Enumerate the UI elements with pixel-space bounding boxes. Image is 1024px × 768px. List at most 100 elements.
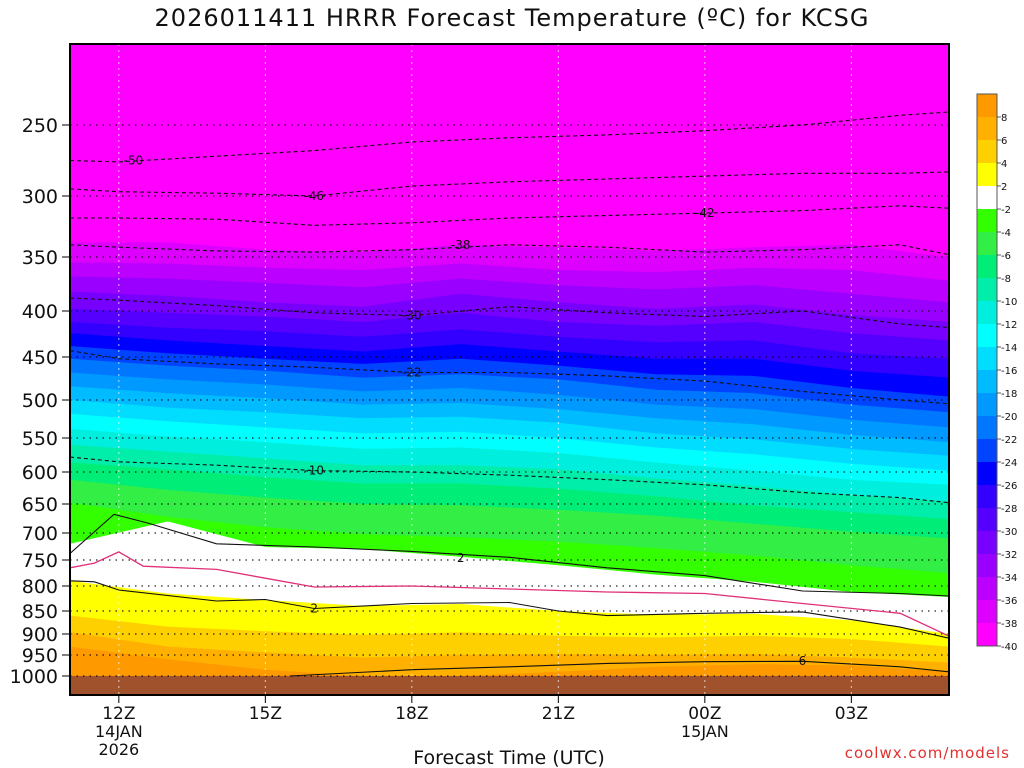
y-tick-label: 250 — [22, 115, 58, 137]
colorbar-swatch — [977, 577, 997, 600]
y-tick-label: 800 — [22, 576, 58, 598]
colorbar-label: -30 — [1001, 527, 1017, 538]
colorbar-swatch — [977, 278, 997, 301]
colorbar-label: -6 — [1001, 251, 1011, 262]
colorbar-swatch — [977, 140, 997, 163]
colorbar-label: 6 — [1001, 136, 1007, 147]
y-tick-label: 900 — [22, 624, 58, 646]
colorbar-label: -10 — [1001, 297, 1017, 308]
colorbar-swatch — [977, 393, 997, 416]
y-tick-label: 350 — [22, 247, 58, 269]
contour-label: -42 — [695, 206, 715, 220]
y-tick-label: 500 — [22, 390, 58, 412]
colorbar-label: -12 — [1001, 320, 1017, 331]
colorbar-label: 2 — [1001, 182, 1007, 193]
colorbar-swatch — [977, 439, 997, 462]
colorbar-label: -36 — [1001, 596, 1017, 607]
colorbar-label: -28 — [1001, 504, 1017, 515]
y-tick-label: 600 — [22, 462, 58, 484]
contour-line — [289, 660, 949, 677]
colorbar-swatch — [977, 416, 997, 439]
contour-line — [70, 171, 949, 197]
contour-label: -22 — [402, 365, 422, 379]
contour-label: 6 — [799, 654, 807, 668]
colorbar-swatch — [977, 554, 997, 577]
temperature-fill — [70, 44, 949, 695]
y-tick-label: 400 — [22, 301, 58, 323]
colorbar-label: -18 — [1001, 389, 1017, 400]
y-tick-label: 450 — [22, 347, 58, 369]
colorbar-swatch — [977, 117, 997, 140]
grid-lines — [70, 44, 949, 695]
y-tick-label: 750 — [22, 550, 58, 572]
contour-label: -10 — [304, 464, 324, 478]
x-axis-label: Forecast Time (UTC) — [413, 747, 604, 768]
colorbar-label: -8 — [1001, 274, 1011, 285]
chart-title: 2026011411 HRRR Forecast Temperature (ºC… — [154, 4, 870, 32]
colorbar-label: -38 — [1001, 619, 1017, 630]
colorbar-label: -2 — [1001, 205, 1011, 216]
contour-label: -50 — [124, 154, 144, 168]
y-tick-label: 700 — [22, 523, 58, 545]
y-tick-label: 650 — [22, 494, 58, 516]
colorbar-swatch — [977, 508, 997, 531]
x-tick-date: 14JAN — [95, 722, 143, 741]
colorbar-swatch — [977, 255, 997, 278]
colorbar-label: -26 — [1001, 481, 1017, 492]
colorbar-swatch — [977, 347, 997, 370]
contour-label: -46 — [304, 189, 324, 203]
colorbar-label: -34 — [1001, 573, 1017, 584]
ground-fill — [70, 676, 949, 695]
contour-line — [70, 350, 949, 405]
x-tick-label: 18Z — [395, 704, 428, 724]
x-tick-label: 21Z — [542, 704, 575, 724]
colorbar-swatch — [977, 324, 997, 347]
x-tick-label: 00Z — [688, 704, 721, 724]
colorbar-swatch — [977, 163, 997, 186]
x-tick-label: 03Z — [835, 704, 868, 724]
contour-label: 2 — [310, 602, 318, 616]
contour-label: -30 — [402, 309, 422, 323]
y-tick-label: 950 — [22, 645, 58, 667]
contour-line — [70, 513, 949, 597]
x-tick-label: 15Z — [249, 704, 282, 724]
freezing-line — [70, 551, 949, 637]
colorbar-label: 8 — [1001, 113, 1007, 124]
colorbar-swatch — [977, 600, 997, 623]
y-axis: 2503003504004505005506006507007508008509… — [10, 115, 70, 688]
colorbar-swatch — [977, 232, 997, 255]
y-tick-label: 300 — [22, 186, 58, 208]
source-credit: coolwx.com/models — [844, 744, 1010, 762]
contour-line — [70, 580, 949, 639]
plot-frame — [69, 43, 950, 696]
contour-label: -38 — [451, 238, 471, 252]
contour-line — [70, 297, 949, 329]
contour-lines: -50 -46 -42 -38 -30 -22 -10 2 2 6 — [70, 111, 949, 677]
x-tick-label: 12Z — [102, 704, 135, 724]
colorbar-label: -40 — [1001, 642, 1017, 653]
colorbar-swatch — [977, 462, 997, 485]
colorbar-swatch — [977, 186, 997, 209]
y-tick-label: 1000 — [10, 666, 58, 688]
colorbar-label: -20 — [1001, 412, 1017, 423]
colorbar-swatch — [977, 485, 997, 508]
colorbar-label: -14 — [1001, 343, 1017, 354]
colorbar-label: -16 — [1001, 366, 1017, 377]
colorbar-swatch — [977, 94, 997, 117]
y-tick-label: 850 — [22, 601, 58, 623]
colorbar-label: 4 — [1001, 159, 1007, 170]
y-tick-label: 550 — [22, 428, 58, 450]
colorbar-label: -24 — [1001, 458, 1017, 469]
colorbar-swatch — [977, 209, 997, 232]
x-tick-year: 2026 — [98, 740, 139, 759]
colorbar: 8 6 4 2 -2 -4 -6 -8 -10 -12 -14 -16 -18 -20 -22 -24 -26 -… — [976, 93, 1017, 653]
colorbar-label: -4 — [1001, 228, 1011, 239]
colorbar-swatch — [977, 623, 997, 646]
colorbar-swatch — [977, 301, 997, 324]
contour-line — [70, 244, 949, 256]
contour-label: 2 — [457, 551, 465, 565]
colorbar-label: -22 — [1001, 435, 1017, 446]
contour-line — [70, 111, 949, 163]
